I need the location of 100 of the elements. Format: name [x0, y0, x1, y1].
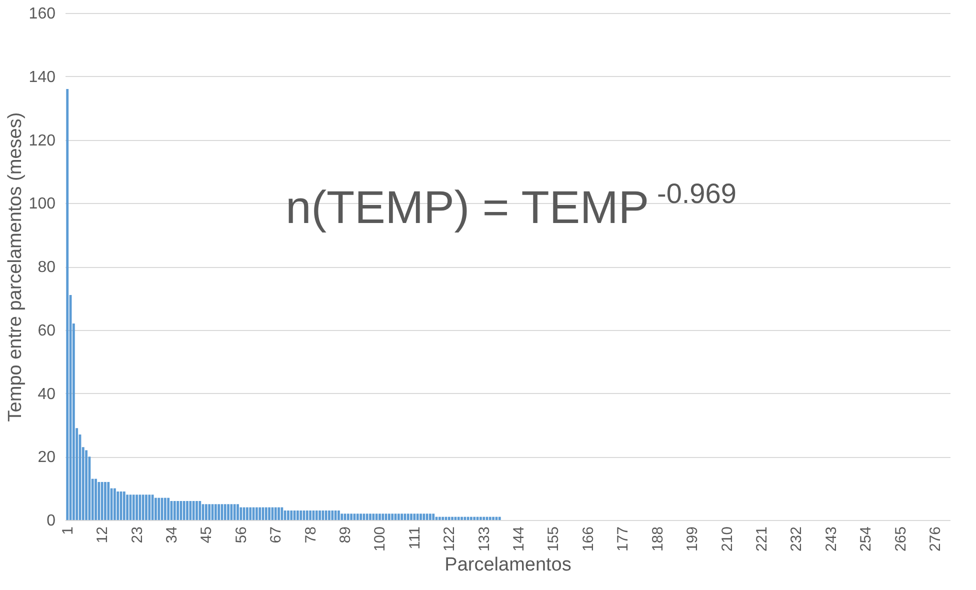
y-tick-label: 160	[28, 6, 56, 22]
x-tick-label: 265	[892, 526, 910, 552]
bar	[284, 510, 286, 520]
bar	[318, 510, 321, 520]
bar	[346, 514, 350, 520]
bar	[438, 516, 441, 520]
bar	[356, 514, 359, 520]
bar	[426, 514, 428, 520]
x-tick-label: 243	[822, 526, 840, 552]
bar	[214, 504, 217, 520]
x-tick-label: 254	[858, 526, 875, 552]
bar	[236, 504, 239, 520]
bar	[218, 504, 220, 520]
bar	[410, 514, 412, 520]
y-tick-label: 140	[28, 68, 56, 86]
bar	[350, 514, 353, 520]
bar	[309, 510, 312, 520]
bar	[416, 514, 419, 520]
bar	[264, 507, 268, 520]
bar	[126, 494, 129, 520]
bar	[66, 89, 69, 520]
bar	[306, 510, 308, 520]
bar	[428, 514, 432, 520]
bar	[280, 507, 284, 520]
x-tick-label: 45	[198, 526, 216, 544]
bar	[224, 504, 226, 520]
bar	[406, 514, 410, 520]
x-tick-label: 177	[614, 526, 632, 552]
bar	[328, 510, 330, 520]
bar	[460, 516, 463, 520]
bar	[258, 507, 262, 520]
bar	[116, 491, 120, 520]
bar	[249, 507, 252, 520]
bar	[198, 500, 202, 520]
bar	[442, 516, 444, 520]
x-tick-label: 89	[337, 526, 354, 544]
bar	[391, 514, 394, 520]
bar	[315, 510, 318, 520]
x-tick-label: 276	[927, 526, 944, 552]
bar	[268, 507, 270, 520]
bar	[246, 507, 248, 520]
bar	[362, 514, 366, 520]
y-tick-label: 100	[28, 196, 56, 213]
bar	[388, 514, 390, 520]
x-tick-label: 100	[372, 526, 389, 552]
bar	[132, 494, 135, 520]
x-tick-label: 188	[649, 526, 666, 552]
bar	[145, 494, 148, 520]
bar	[142, 494, 144, 520]
bar	[382, 514, 384, 520]
bar	[122, 491, 126, 520]
bar	[479, 516, 482, 520]
bar	[457, 516, 460, 520]
bar	[454, 516, 457, 520]
bar	[274, 507, 277, 520]
bar	[290, 510, 293, 520]
y-tick-label: 20	[38, 449, 56, 466]
x-tick-label: 23	[128, 526, 146, 544]
bar	[164, 498, 166, 520]
x-tick-label: 221	[753, 526, 770, 552]
x-tick-label: 67	[268, 526, 285, 544]
bar	[366, 514, 368, 520]
x-tick-label: 34	[163, 526, 180, 544]
bar	[372, 514, 375, 520]
bar	[466, 516, 470, 520]
bar	[180, 500, 182, 520]
bar	[233, 504, 236, 520]
y-tick-label: 40	[38, 386, 56, 403]
x-tick-label: 210	[718, 526, 736, 552]
bar	[278, 507, 280, 520]
bar	[158, 498, 160, 520]
bar	[136, 494, 138, 520]
bar	[107, 482, 110, 520]
x-tick-label: 56	[232, 526, 250, 544]
bar	[189, 500, 192, 520]
bar	[240, 507, 242, 520]
bar	[451, 516, 454, 520]
bar	[227, 504, 230, 520]
bar	[192, 500, 195, 520]
x-tick-label: 166	[580, 526, 597, 552]
bar	[473, 516, 476, 520]
bar	[413, 514, 416, 520]
bar	[375, 514, 378, 520]
bar	[196, 500, 198, 520]
bar	[324, 510, 328, 520]
bar	[100, 482, 104, 520]
bar	[151, 494, 154, 520]
bar	[488, 516, 492, 520]
bar	[182, 500, 186, 520]
bar	[331, 510, 334, 520]
bar	[369, 514, 372, 520]
bar	[186, 500, 188, 520]
bar	[113, 488, 116, 520]
bar	[98, 482, 100, 520]
bar	[230, 504, 233, 520]
bar	[296, 510, 299, 520]
bar	[85, 450, 88, 520]
bar	[208, 504, 211, 520]
bar	[422, 514, 426, 520]
x-tick-label: 133	[476, 526, 493, 552]
